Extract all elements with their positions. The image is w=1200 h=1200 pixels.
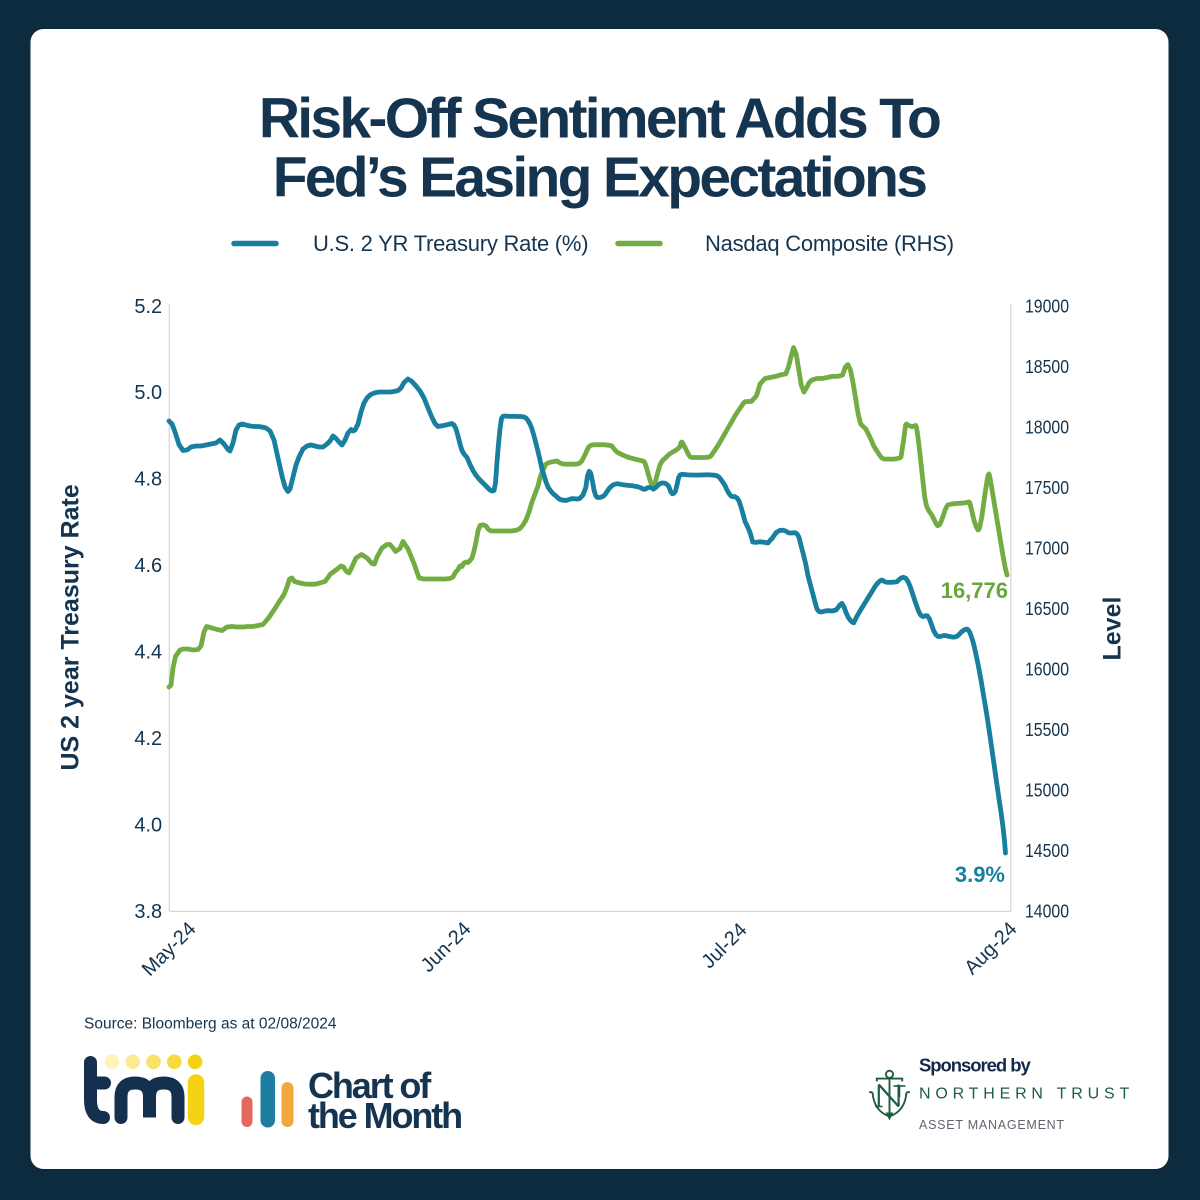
svg-text:U.S. 2 YR Treasury Rate (%): U.S. 2 YR Treasury Rate (%) [313, 231, 588, 256]
svg-text:16000: 16000 [1025, 659, 1069, 679]
svg-text:Source: Bloomberg as at 02/08/: Source: Bloomberg as at 02/08/2024 [84, 1016, 337, 1033]
svg-text:15500: 15500 [1025, 720, 1069, 740]
svg-text:17000: 17000 [1025, 538, 1069, 558]
svg-text:Level: Level [1099, 597, 1127, 661]
svg-text:14000: 14000 [1025, 901, 1069, 921]
svg-text:16500: 16500 [1025, 599, 1069, 619]
svg-text:Chart of: Chart of [308, 1065, 432, 1106]
svg-text:4.8: 4.8 [134, 469, 162, 491]
svg-text:16,776: 16,776 [941, 578, 1008, 603]
svg-text:ASSET MANAGEMENT: ASSET MANAGEMENT [919, 1118, 1065, 1132]
svg-text:15000: 15000 [1025, 780, 1069, 800]
svg-text:the Month: the Month [308, 1095, 461, 1136]
svg-text:Risk-Off Sentiment Adds To: Risk-Off Sentiment Adds To [259, 87, 940, 151]
svg-text:3.9%: 3.9% [955, 862, 1005, 887]
svg-text:18000: 18000 [1025, 417, 1069, 437]
svg-text:NORTHERN TRUST: NORTHERN TRUST [919, 1086, 1134, 1103]
svg-text:5.0: 5.0 [134, 382, 162, 404]
svg-text:4.4: 4.4 [134, 642, 162, 664]
svg-text:3.8: 3.8 [134, 901, 162, 923]
svg-text:14500: 14500 [1025, 841, 1069, 861]
svg-text:18500: 18500 [1025, 357, 1069, 377]
svg-text:4.0: 4.0 [134, 814, 162, 836]
svg-text:US 2 year Treasury Rate: US 2 year Treasury Rate [57, 484, 85, 770]
svg-text:5.2: 5.2 [134, 296, 162, 318]
svg-text:4.2: 4.2 [134, 728, 162, 750]
svg-text:Sponsored by: Sponsored by [919, 1055, 1032, 1076]
svg-text:Fed’s Easing Expectations: Fed’s Easing Expectations [273, 146, 927, 210]
svg-text:4.6: 4.6 [134, 555, 162, 577]
svg-text:Nasdaq Composite (RHS): Nasdaq Composite (RHS) [705, 231, 954, 256]
svg-text:17500: 17500 [1025, 478, 1069, 498]
svg-text:19000: 19000 [1025, 296, 1069, 316]
